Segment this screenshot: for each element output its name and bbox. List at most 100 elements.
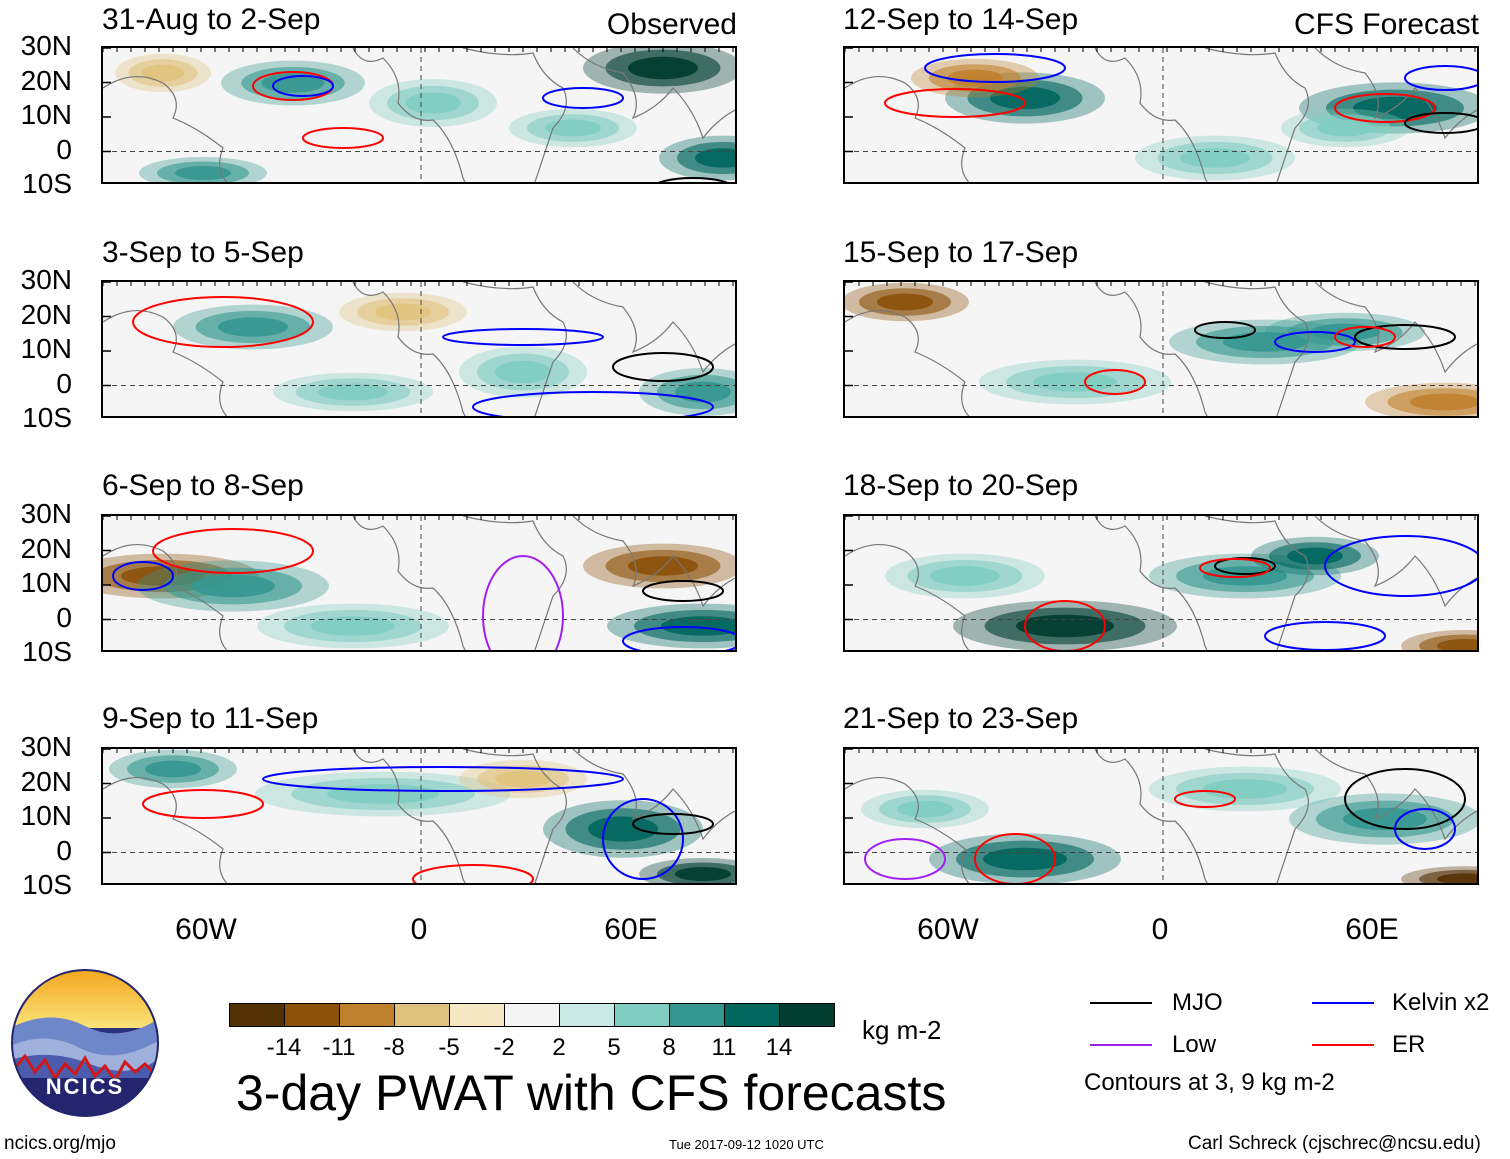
colorbar-label: 2: [552, 1034, 566, 1061]
pwat-anomaly-region: [261, 73, 325, 93]
pwat-anomaly-region: [1437, 639, 1477, 650]
wave-contour: [1334, 326, 1396, 348]
y-tick-label: 20N: [20, 765, 72, 797]
map-panel-4: [101, 747, 737, 885]
pwat-anomaly-region: [175, 166, 231, 180]
panel-title-8: 21-Sep to 23-Sep: [843, 702, 1079, 735]
pwat-anomaly-region: [405, 92, 461, 114]
wave-contour: [602, 798, 684, 880]
footer-timestamp: Tue 2017-09-12 1020 UTC: [669, 1137, 824, 1152]
pwat-anomaly-region: [675, 381, 731, 403]
y-tick-label: 30N: [20, 498, 72, 529]
coastline: [462, 282, 567, 416]
wave-contour: [1214, 557, 1276, 575]
y-tick-label: 10S: [22, 869, 72, 900]
map-graphic: [845, 516, 1477, 650]
pwat-anomaly-region: [675, 867, 731, 881]
colorbar-label: -8: [383, 1034, 405, 1061]
colorbar-label: 5: [607, 1034, 621, 1061]
legend-mjo-line: [1090, 1002, 1152, 1004]
pwat-anomaly-region: [947, 69, 1003, 87]
coastline: [462, 48, 567, 182]
header-cfs-forecast: CFS Forecast: [1293, 8, 1479, 41]
y-tick-label: 20N: [20, 64, 72, 96]
legend-low-label: Low: [1172, 1031, 1217, 1058]
y-tick-label: 10N: [20, 567, 72, 598]
y-tick-label: 10N: [20, 333, 72, 364]
coastline: [103, 543, 228, 650]
wave-contour: [472, 391, 714, 416]
y-tick-label: 30N: [20, 30, 72, 61]
pwat-anomaly-region: [327, 784, 439, 804]
wave-contour: [658, 177, 728, 182]
pwat-anomaly-region: [545, 119, 601, 137]
y-tick-label: 10S: [22, 168, 72, 199]
wave-contour: [482, 555, 564, 650]
pwat-anomaly-region: [695, 148, 735, 168]
coastline: [1314, 516, 1477, 608]
wave-contour: [642, 580, 724, 602]
pwat-anomaly-region: [1016, 614, 1114, 638]
ncics-logo: NCICS: [10, 968, 160, 1118]
wave-contour: [974, 833, 1056, 883]
colorbar-swatch: [779, 1003, 835, 1027]
map-graphic: [845, 749, 1477, 883]
wave-contour: [442, 328, 604, 346]
panel-title-3: 6-Sep to 8-Sep: [102, 469, 304, 502]
map-panel-8: [843, 747, 1479, 885]
coastline: [572, 282, 735, 374]
pwat-anomaly-region: [983, 847, 1067, 871]
wave-contour: [864, 838, 946, 880]
coastline: [1094, 516, 1208, 650]
pwat-anomaly-region: [1317, 119, 1373, 137]
colorbar-label: -2: [493, 1034, 515, 1061]
coastline: [352, 516, 466, 650]
pwat-anomaly-region: [1437, 873, 1477, 883]
wave-contour: [1084, 369, 1146, 395]
wave-contour: [1404, 112, 1477, 134]
coastline: [1094, 749, 1208, 883]
y-tick-label: 10N: [20, 800, 72, 831]
y-tick-label: 0: [56, 834, 72, 866]
wave-contour: [612, 352, 714, 382]
coastline: [845, 75, 970, 182]
wave-contour: [542, 87, 624, 109]
wave-contour: [1344, 768, 1466, 830]
pwat-anomaly-region: [495, 360, 551, 384]
map-panel-3: [101, 514, 737, 652]
colorbar-label: -5: [438, 1034, 460, 1061]
coastline: [1204, 749, 1309, 883]
wave-contour: [142, 789, 264, 819]
x-tick-60w-left: 60W: [175, 913, 237, 946]
y-tick-label: 10N: [20, 99, 72, 130]
footer-author: Carl Schreck (cjschrec@ncsu.edu): [1188, 1133, 1481, 1154]
colorbar-label: 14: [765, 1034, 793, 1061]
footer-url: ncics.org/mjo: [4, 1133, 116, 1154]
panel-title-4: 9-Sep to 11-Sep: [102, 702, 319, 735]
pwat-anomaly-region: [897, 800, 953, 818]
colorbar-swatch: [229, 1003, 285, 1027]
legend-kelvin-line: [1312, 1002, 1374, 1004]
wave-contour: [1024, 600, 1106, 650]
pwat-anomaly-region: [930, 566, 1000, 586]
coastline: [1314, 749, 1477, 841]
pwat-anomaly-region: [1203, 779, 1287, 799]
pwat-anomaly-region: [311, 616, 395, 636]
y-tick-label: 10S: [22, 402, 72, 433]
coastline: [1314, 48, 1477, 140]
wave-contour: [1199, 558, 1271, 578]
y-tick-label: 0: [56, 133, 72, 165]
coastline: [1094, 282, 1208, 416]
pwat-anomaly-region: [218, 317, 288, 337]
y-tick-label: 30N: [20, 731, 72, 762]
wave-contour: [152, 528, 314, 574]
pwat-anomaly-region: [588, 816, 658, 842]
x-tick-0-left: 0: [410, 913, 428, 946]
legend-er-label: ER: [1392, 1031, 1426, 1058]
coastline: [103, 776, 228, 883]
wave-contour: [1264, 621, 1386, 650]
map-panel-7: [843, 514, 1479, 652]
coastline: [1094, 48, 1208, 182]
coastline: [845, 543, 970, 650]
header-observed: Observed: [606, 8, 737, 41]
